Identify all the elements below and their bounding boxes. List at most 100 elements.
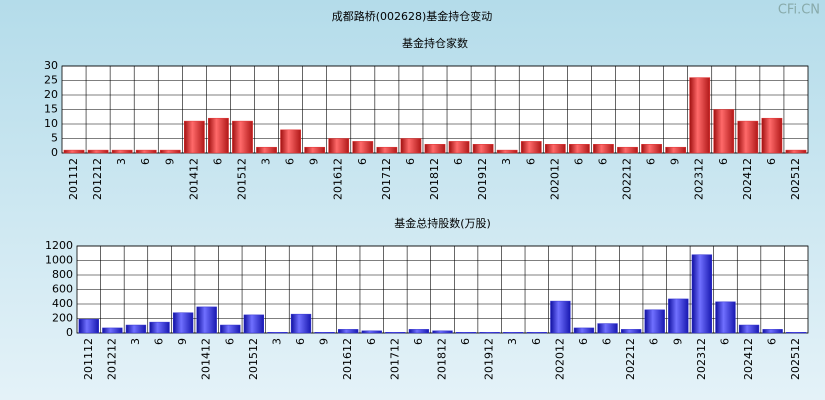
bar bbox=[424, 144, 446, 154]
x-tick-label: 201212 bbox=[105, 338, 118, 380]
bar bbox=[617, 146, 638, 154]
bar bbox=[668, 298, 689, 334]
y-tick-label: 1200 bbox=[45, 239, 73, 252]
x-tick-label: 201612 bbox=[332, 158, 345, 200]
x-tick-label: 202012 bbox=[553, 338, 566, 380]
bar bbox=[314, 332, 335, 334]
x-tick-label: 6 bbox=[223, 338, 236, 345]
bar bbox=[689, 77, 711, 154]
x-tick-label: 6 bbox=[717, 158, 730, 165]
x-tick-label: 201612 bbox=[341, 338, 354, 380]
bar bbox=[569, 144, 590, 154]
bar bbox=[479, 332, 500, 334]
x-tick-label: 3 bbox=[506, 338, 519, 345]
bar bbox=[125, 324, 147, 334]
y-tick-label: 5 bbox=[51, 132, 58, 145]
x-tick-label: 6 bbox=[648, 338, 661, 345]
bar bbox=[665, 146, 687, 154]
bar bbox=[641, 144, 662, 154]
x-tick-label: 3 bbox=[260, 158, 273, 165]
x-tick-label: 6 bbox=[284, 158, 297, 165]
bar bbox=[691, 254, 713, 334]
x-tick-label: 9 bbox=[671, 338, 684, 345]
bar bbox=[785, 149, 807, 154]
x-tick-label: 201712 bbox=[388, 338, 401, 380]
page-title: 成都路桥(002628)基金持仓变动 bbox=[332, 9, 493, 23]
bar bbox=[715, 301, 736, 334]
bar bbox=[328, 138, 350, 154]
bar bbox=[290, 313, 312, 334]
bar bbox=[472, 144, 494, 154]
x-tick-label: 202412 bbox=[742, 338, 755, 380]
bar bbox=[87, 149, 109, 154]
x-tick-label: 202012 bbox=[548, 158, 561, 200]
x-tick-label: 6 bbox=[459, 338, 472, 345]
bar bbox=[63, 149, 85, 154]
bar bbox=[526, 332, 547, 334]
y-tick-label: 600 bbox=[52, 283, 73, 296]
bar bbox=[737, 120, 759, 154]
x-tick-label: 6 bbox=[718, 338, 731, 345]
bar bbox=[220, 324, 241, 334]
bar bbox=[786, 332, 807, 334]
y-tick-label: 10 bbox=[44, 117, 58, 130]
x-tick-label: 201512 bbox=[247, 338, 260, 380]
bar bbox=[183, 120, 205, 154]
bar bbox=[102, 327, 123, 334]
y-tick-label: 0 bbox=[51, 146, 58, 159]
bar bbox=[256, 146, 277, 154]
y-tick-label: 400 bbox=[52, 297, 73, 310]
x-tick-label: 6 bbox=[452, 158, 465, 165]
x-tick-label: 201112 bbox=[82, 338, 95, 380]
x-tick-label: 202312 bbox=[693, 158, 706, 200]
x-tick-label: 201112 bbox=[67, 158, 80, 200]
bar bbox=[455, 332, 477, 334]
bar bbox=[280, 129, 301, 154]
bar bbox=[267, 332, 288, 334]
bar bbox=[713, 109, 735, 154]
bar bbox=[172, 312, 194, 334]
bar bbox=[111, 149, 133, 154]
x-tick-label: 3 bbox=[270, 338, 283, 345]
bar bbox=[762, 329, 783, 334]
bar bbox=[400, 138, 422, 154]
x-tick-label: 9 bbox=[308, 158, 321, 165]
x-tick-label: 201712 bbox=[380, 158, 393, 200]
bar bbox=[593, 144, 614, 154]
x-tick-label: 201212 bbox=[91, 158, 104, 200]
x-tick-label: 202512 bbox=[789, 158, 802, 200]
bar bbox=[304, 146, 326, 154]
bar bbox=[243, 314, 265, 334]
x-tick-label: 6 bbox=[645, 158, 658, 165]
bar bbox=[408, 329, 430, 334]
bar bbox=[338, 329, 359, 334]
y-tick-label: 15 bbox=[44, 103, 58, 116]
x-tick-label: 6 bbox=[365, 338, 378, 345]
bar bbox=[232, 120, 253, 154]
x-tick-label: 6 bbox=[356, 158, 369, 165]
x-tick-label: 6 bbox=[524, 158, 537, 165]
x-tick-label: 9 bbox=[163, 158, 176, 165]
bar bbox=[761, 117, 783, 154]
bar bbox=[361, 330, 382, 334]
x-tick-label: 6 bbox=[596, 158, 609, 165]
bar bbox=[385, 332, 406, 334]
x-tick-label: 201412 bbox=[187, 158, 200, 200]
x-tick-label: 9 bbox=[176, 338, 189, 345]
x-tick-label: 6 bbox=[765, 158, 778, 165]
bar bbox=[738, 324, 760, 334]
x-tick-label: 202312 bbox=[695, 338, 708, 380]
x-tick-label: 202512 bbox=[789, 338, 802, 380]
watermark: CFi.CN bbox=[778, 3, 820, 18]
bar bbox=[544, 144, 566, 154]
y-tick-label: 25 bbox=[44, 74, 58, 87]
x-tick-label: 6 bbox=[211, 158, 224, 165]
x-tick-label: 6 bbox=[577, 338, 590, 345]
bar bbox=[550, 300, 571, 334]
bar bbox=[432, 330, 453, 334]
bar bbox=[196, 306, 217, 334]
x-tick-label: 201912 bbox=[483, 338, 496, 380]
x-tick-label: 3 bbox=[115, 158, 128, 165]
x-tick-label: 201812 bbox=[428, 158, 441, 200]
x-tick-label: 6 bbox=[153, 338, 166, 345]
